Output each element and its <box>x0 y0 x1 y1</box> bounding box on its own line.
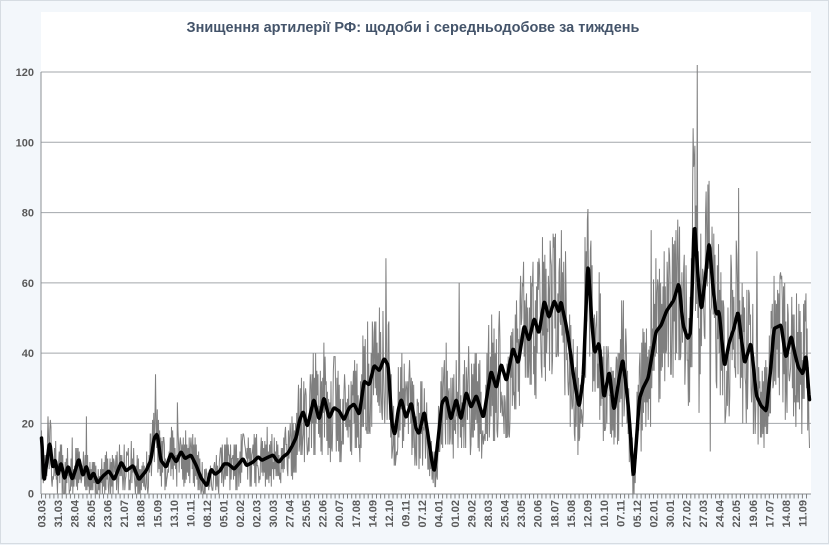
x-axis-label: 04.01 <box>434 500 446 528</box>
x-axis-label: 29.02 <box>467 500 479 528</box>
x-axis-label: 21.07 <box>119 500 131 528</box>
x-axis-label: 30.01 <box>665 500 677 528</box>
x-axis-label: 12.10 <box>384 500 396 528</box>
x-axis-label: 22.06 <box>318 500 330 528</box>
x-axis-label: 25.05 <box>301 500 313 528</box>
x-axis-label: 17.07 <box>764 500 776 528</box>
x-axis-label: 19.06 <box>748 500 760 528</box>
x-axis-label: 02.02 <box>235 500 247 528</box>
x-axis-label: 23.05 <box>516 500 528 528</box>
x-axis-label: 28.04 <box>70 499 82 527</box>
x-axis-label: 20.07 <box>334 500 346 528</box>
x-axis-label: 26.05 <box>86 500 98 528</box>
x-axis-label: 14.09 <box>367 500 379 528</box>
x-axis-label: 28.03 <box>483 500 495 528</box>
x-axis-label: 30.03 <box>268 500 280 528</box>
x-axis-label: 25.04 <box>500 499 512 527</box>
x-axis-label: 31.03 <box>53 500 65 528</box>
x-axis-label: 22.05 <box>731 500 743 528</box>
x-axis-label: 15.08 <box>566 500 578 528</box>
x-axis-label: 18.08 <box>136 500 148 528</box>
x-axis-label: 08.12 <box>202 500 214 528</box>
gridlines <box>41 71 811 424</box>
x-axis-label: 23.06 <box>103 500 115 528</box>
x-axis-label: 02.03 <box>252 500 264 528</box>
x-axis-label: 02.01 <box>649 500 661 528</box>
weekly-average-series <box>39 226 812 487</box>
x-axis-label: 14.08 <box>781 500 793 528</box>
y-axis-labels: 0 20 40 60 80 100 120 <box>16 67 34 501</box>
x-axis-label: 20.06 <box>533 500 545 528</box>
x-axis-label: 13.10 <box>169 500 181 528</box>
x-minor-ticks <box>41 494 807 499</box>
y-axis-label-100: 100 <box>16 137 34 149</box>
x-axis-label: 24.04 <box>715 499 727 527</box>
x-axis-label: 18.07 <box>549 500 561 528</box>
x-axis-label: 01.02 <box>450 500 462 528</box>
x-axis-label: 09.11 <box>400 500 412 527</box>
y-axis-label-20: 20 <box>22 418 34 430</box>
y-axis-label-80: 80 <box>22 208 34 220</box>
y-axis-label-60: 60 <box>22 278 34 290</box>
x-axis-label: 15.09 <box>152 500 164 528</box>
x-axis-label: 05.01 <box>219 500 231 528</box>
x-axis-label: 10.10 <box>599 500 611 528</box>
x-axis-label: 11.09 <box>797 500 809 527</box>
y-axis-label-120: 120 <box>16 67 34 79</box>
chart-title: Знищення артилерії РФ: щодоби і середньо… <box>187 20 640 36</box>
x-axis-label: 27.02 <box>682 500 694 528</box>
x-axis-label: 27.04 <box>285 499 297 527</box>
x-axis-labels: 03.03 31.03 28.04 26.05 23.06 21.07 18.08 15.09… <box>37 499 810 527</box>
x-axis-label: 07.12 <box>417 500 429 528</box>
x-axis-label: 03.03 <box>37 500 49 528</box>
x-axis-label: 27.03 <box>698 500 710 528</box>
y-axis-label-0: 0 <box>28 489 34 501</box>
x-axis-label: 05.12 <box>632 500 644 528</box>
y-axis-label-40: 40 <box>22 348 34 360</box>
weekly-average-line <box>39 226 812 487</box>
x-axis-label: 12.09 <box>582 500 594 528</box>
x-axis-label: 10.11 <box>185 500 197 527</box>
x-axis-label: 17.08 <box>351 500 363 528</box>
x-axis-label: 07.11 <box>616 500 628 527</box>
